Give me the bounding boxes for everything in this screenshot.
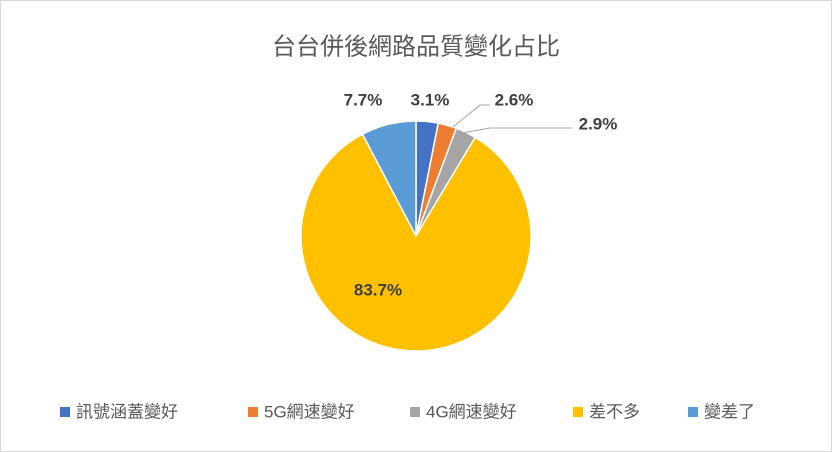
data-label: 3.1% — [411, 90, 450, 109]
chart-title: 台台併後網路品質變化占比 — [272, 33, 560, 60]
legend-label: 訊號涵蓋變好 — [76, 402, 178, 421]
legend-label: 變差了 — [704, 402, 755, 421]
legend-label: 差不多 — [589, 402, 640, 421]
leader-line — [452, 104, 490, 128]
legend-label: 5G網速變好 — [264, 402, 355, 421]
legend-swatch — [410, 407, 420, 417]
legend-swatch — [248, 407, 258, 417]
data-label: 2.9% — [579, 114, 618, 133]
legend-swatch — [60, 407, 70, 417]
data-label: 83.7% — [354, 280, 402, 299]
legend-swatch — [573, 407, 583, 417]
data-label: 2.6% — [495, 90, 534, 109]
legend-swatch — [688, 407, 698, 417]
legend-label: 4G網速變好 — [426, 402, 517, 421]
data-label: 7.7% — [344, 90, 383, 109]
pie-slice — [300, 133, 532, 352]
pie-slice — [361, 120, 417, 237]
leader-line — [461, 127, 572, 134]
